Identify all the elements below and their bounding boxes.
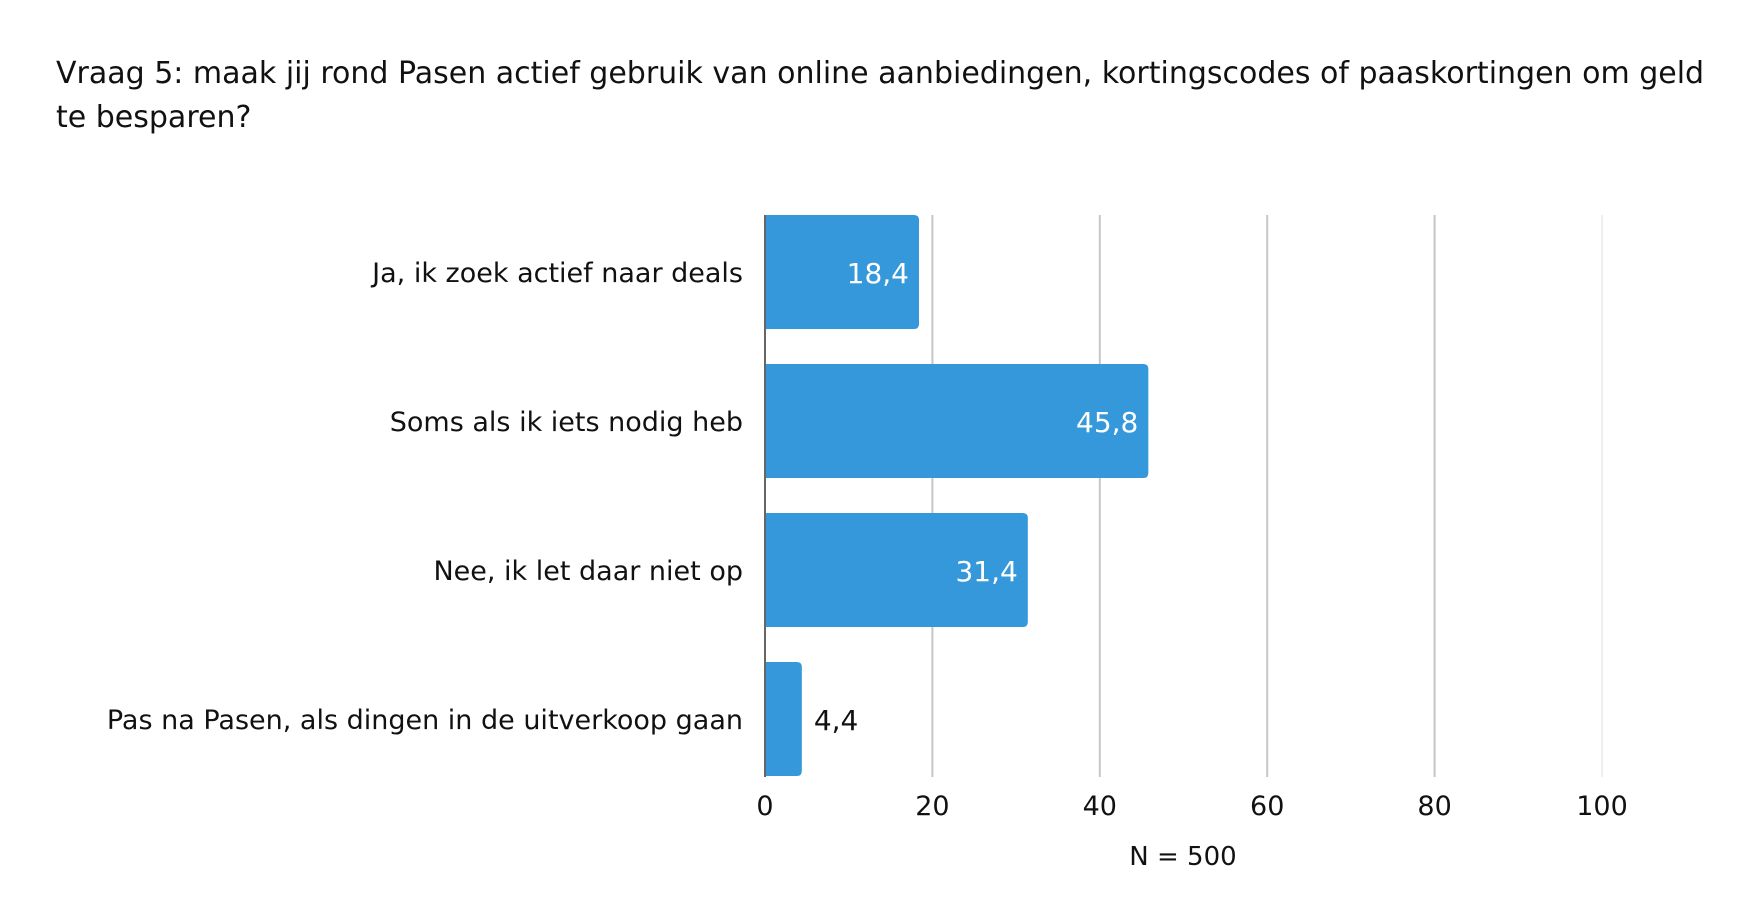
category-label: Nee, ik let daar niet op	[433, 556, 743, 587]
x-tick-label: 20	[915, 791, 949, 822]
data-label: 31,4	[955, 555, 1017, 588]
bar	[765, 364, 1149, 478]
x-tick-label: 0	[756, 791, 773, 822]
x-tick-label: 80	[1417, 791, 1451, 822]
chart-title: Vraag 5: maak jij rond Pasen actief gebr…	[56, 56, 1705, 135]
category-label: Ja, ik zoek actief naar deals	[370, 258, 743, 289]
x-tick-label: 40	[1083, 791, 1117, 822]
bar	[765, 215, 920, 329]
x-tick-label: 60	[1250, 791, 1284, 822]
bar	[765, 662, 802, 776]
bar	[765, 513, 1028, 627]
category-label: Soms als ik iets nodig heb	[390, 407, 743, 438]
category-label: Pas na Pasen, als dingen in de uitverkoo…	[107, 705, 743, 736]
data-label: 45,8	[1076, 406, 1138, 439]
data-label: 18,4	[847, 257, 909, 290]
x-axis-label: N = 500	[1129, 842, 1237, 872]
data-label: 4,4	[814, 704, 859, 737]
x-tick-label: 100	[1576, 791, 1628, 822]
